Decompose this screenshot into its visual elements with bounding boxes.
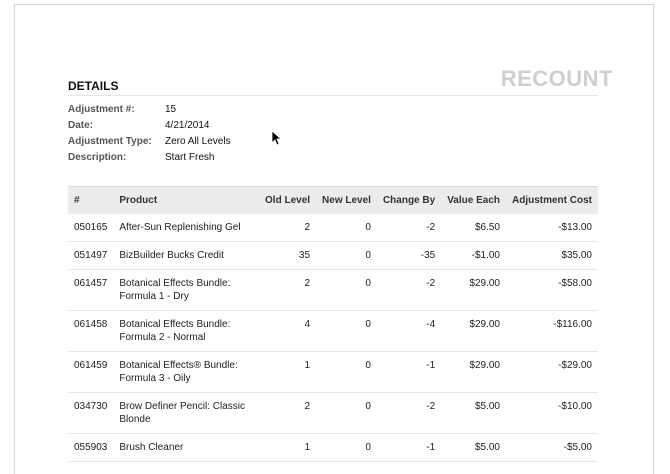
table-row: 034730 Brow Definer Pencil: Classic Blon…	[68, 392, 598, 434]
date-label: Date:	[68, 120, 94, 131]
date-row: Date: 4/21/2014	[68, 118, 231, 134]
change-by: -4	[376, 310, 442, 352]
column-header-value-each: Value Each	[447, 195, 500, 206]
table-row: 050165 After-Sun Replenishing Gel 2 0 -2…	[68, 214, 598, 242]
item-number: 050165	[68, 214, 114, 242]
change-by: -2	[376, 214, 442, 242]
adjustment-number-row: Adjustment #: 15	[68, 102, 231, 118]
item-number: 061459	[68, 351, 114, 393]
adjustment-type-label: Adjustment Type:	[68, 136, 152, 147]
adjustment-cost: -$116.00	[506, 310, 598, 352]
product-name: Botanical Effects Bundle: Formula 2 - No…	[113, 310, 260, 352]
change-by: -35	[376, 241, 442, 270]
new-level: 0	[316, 214, 377, 242]
adjustment-number-label: Adjustment #:	[68, 104, 135, 115]
change-by: -2	[376, 269, 442, 311]
change-by: -2	[376, 392, 442, 434]
item-number: 034730	[68, 392, 114, 434]
old-level: 4	[259, 310, 317, 352]
product-name: After-Sun Replenishing Gel	[113, 214, 260, 242]
new-level: 0	[316, 351, 377, 393]
value-each: $5.00	[441, 392, 506, 434]
new-level: 0	[316, 310, 377, 352]
item-number: 051497	[68, 241, 114, 270]
value-each: $29.00	[441, 269, 506, 311]
change-by: -1	[376, 433, 442, 462]
old-level: 2	[259, 214, 317, 242]
value-each: $29.00	[441, 351, 506, 393]
column-header-number: #	[74, 195, 80, 206]
details-fields: Adjustment #: 15 Date: 4/21/2014 Adjustm…	[68, 102, 231, 166]
date-value: 4/21/2014	[165, 120, 210, 131]
adjustment-type-value: Zero All Levels	[165, 136, 231, 147]
old-level: 2	[259, 269, 317, 311]
old-level: 1	[259, 351, 317, 393]
value-each: $5.00	[441, 433, 506, 462]
item-number: 055903	[68, 433, 114, 462]
adjustment-cost: -$5.00	[506, 433, 598, 462]
details-divider	[68, 95, 598, 96]
description-label: Description:	[68, 152, 127, 163]
document-type-title: RECOUNT	[500, 66, 613, 91]
adjustment-cost: -$58.00	[506, 269, 598, 311]
column-header-change-by: Change By	[382, 195, 436, 206]
new-level: 0	[316, 241, 377, 270]
adjustment-items-table: # Product Old Level New Level Change By …	[68, 186, 598, 462]
table-row: 055903 Brush Cleaner 1 0 -1 $5.00 -$5.00	[68, 433, 598, 462]
change-by: -1	[376, 351, 442, 393]
column-header-old-level: Old Level	[265, 195, 311, 206]
old-level: 2	[259, 392, 317, 434]
product-name: Brow Definer Pencil: Classic Blonde	[113, 392, 260, 434]
product-name: Brush Cleaner	[113, 433, 260, 462]
column-header-product: Product	[119, 195, 158, 206]
adjustment-type-row: Adjustment Type: Zero All Levels	[68, 134, 231, 150]
adjustment-cost: $35.00	[506, 241, 598, 270]
value-each: $29.00	[441, 310, 506, 352]
product-name: BizBuilder Bucks Credit	[113, 241, 260, 270]
mouse-pointer-icon	[271, 130, 281, 146]
item-number: 061457	[68, 269, 114, 311]
product-name: Botanical Effects Bundle: Formula 1 - Dr…	[113, 269, 260, 311]
adjustment-cost: -$13.00	[506, 214, 598, 242]
value-each: $6.50	[441, 214, 506, 242]
table-row: 061458 Botanical Effects Bundle: Formula…	[68, 310, 598, 352]
new-level: 0	[316, 433, 377, 462]
table-header-row: # Product Old Level New Level Change By …	[68, 186, 598, 214]
old-level: 35	[259, 241, 317, 270]
column-header-new-level: New Level	[322, 195, 371, 206]
old-level: 1	[259, 433, 317, 462]
details-heading: DETAILS	[68, 79, 119, 93]
table-row: 061459 Botanical Effects® Bundle: Formul…	[68, 351, 598, 393]
new-level: 0	[316, 392, 377, 434]
item-number: 061458	[68, 310, 114, 352]
table-row: 051497 BizBuilder Bucks Credit 35 0 -35 …	[68, 241, 598, 270]
table-row: 061457 Botanical Effects Bundle: Formula…	[68, 269, 598, 311]
description-row: Description: Start Fresh	[68, 150, 231, 166]
column-header-adjustment-cost: Adjustment Cost	[512, 195, 592, 206]
value-each: -$1.00	[441, 241, 506, 270]
adjustment-cost: -$10.00	[506, 392, 598, 434]
adjustment-number-value: 15	[165, 104, 177, 115]
new-level: 0	[316, 269, 377, 311]
product-name: Botanical Effects® Bundle: Formula 3 - O…	[113, 351, 260, 393]
adjustment-cost: -$29.00	[506, 351, 598, 393]
description-value: Start Fresh	[165, 152, 215, 163]
